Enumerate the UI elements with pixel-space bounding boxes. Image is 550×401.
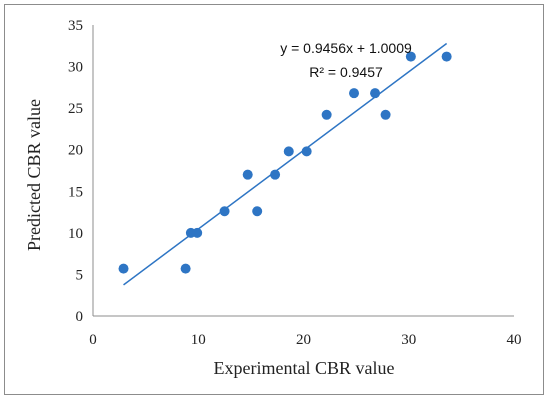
trendline-r2: R² = 0.9457: [309, 64, 383, 80]
y-tick-label: 10: [68, 226, 83, 242]
y-axis-title: Predicted CBR value: [24, 99, 44, 251]
y-tick-label: 35: [68, 18, 83, 34]
data-point: [270, 169, 281, 180]
trendline: [123, 42, 448, 286]
trendline-equation: y = 0.9456x + 1.0009: [280, 40, 412, 56]
data-point: [349, 88, 360, 99]
y-tick-label: 25: [68, 101, 83, 117]
x-tick-label: 10: [191, 332, 206, 348]
y-tick-label: 30: [68, 60, 83, 76]
x-axis-title: Experimental CBR value: [214, 358, 395, 378]
y-tick-label: 15: [68, 184, 83, 200]
data-point: [370, 88, 381, 99]
data-point: [405, 51, 416, 62]
data-point: [180, 263, 191, 274]
y-tick-label: 0: [76, 309, 84, 325]
data-point: [242, 169, 253, 180]
data-point: [192, 227, 203, 238]
data-point: [283, 146, 294, 157]
tick-labels: 0 10 20 30 40 0 5 10 15 20 25 30 35: [68, 18, 522, 348]
axes: [92, 25, 514, 317]
y-tick-label: 5: [76, 267, 84, 283]
trendline-group: [123, 42, 448, 286]
data-point: [301, 146, 312, 157]
x-tick-label: 30: [401, 332, 416, 348]
data-point: [380, 109, 391, 120]
x-tick-label: 20: [296, 332, 311, 348]
chart-frame: [4, 4, 544, 395]
data-point: [252, 206, 263, 217]
data-point: [118, 263, 129, 274]
data-point: [321, 109, 332, 120]
data-point: [219, 206, 230, 217]
x-tick-label: 40: [507, 332, 522, 348]
data-points: [118, 51, 452, 274]
x-tick-label: 0: [89, 332, 97, 348]
y-tick-label: 20: [68, 143, 83, 159]
data-point: [441, 51, 452, 62]
